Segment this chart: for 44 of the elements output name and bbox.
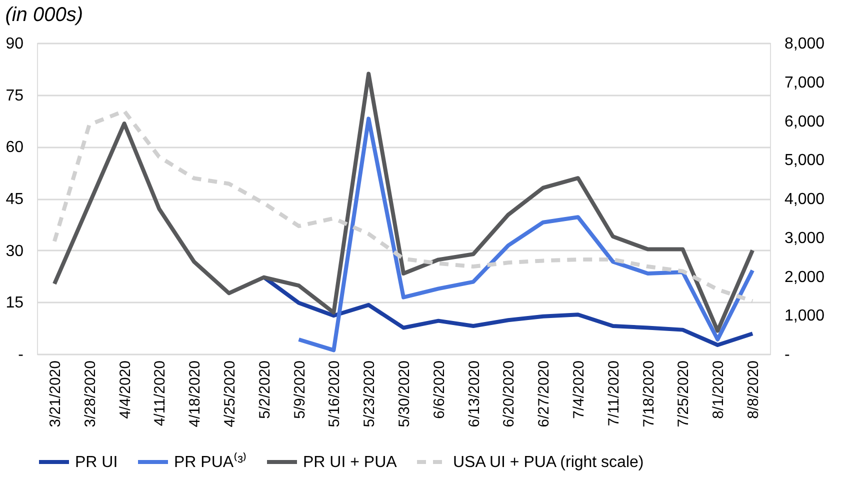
y-tick-label: 90 bbox=[6, 36, 24, 52]
y-tick-label: 45 bbox=[6, 191, 24, 208]
y2-tick-label: 4,000 bbox=[784, 191, 825, 208]
x-tick-label: 4/25/2020 bbox=[221, 360, 238, 428]
y-tick-label: 60 bbox=[6, 139, 24, 156]
y-tick-label: 75 bbox=[6, 87, 24, 104]
x-tick-label: 4/11/2020 bbox=[152, 360, 169, 426]
x-tick-label: 6/27/2020 bbox=[536, 360, 553, 428]
line-series bbox=[296, 116, 755, 352]
y2-tick-label: 1,000 bbox=[784, 308, 825, 325]
y2-tick-label: 6,000 bbox=[784, 113, 825, 130]
y2-tick-label: 5,000 bbox=[784, 152, 825, 170]
x-tick-label: 7/11/2020 bbox=[605, 360, 622, 426]
x-tick-label: 8/8/2020 bbox=[745, 360, 762, 419]
x-tick-label: 6/13/2020 bbox=[466, 360, 483, 428]
legend-label: PR UI + PUA bbox=[303, 454, 398, 471]
x-tick-label: 3/21/2020 bbox=[46, 360, 64, 428]
y-tick-label: 30 bbox=[6, 242, 24, 260]
x-tick-label: 7/4/2020 bbox=[570, 360, 588, 419]
x-tick-label: 7/18/2020 bbox=[640, 360, 658, 428]
x-tick-label: 4/18/2020 bbox=[186, 360, 204, 428]
x-tick-label: 3/28/2020 bbox=[82, 360, 99, 428]
y2-tick-label: 2,000 bbox=[784, 268, 825, 286]
x-tick-label: 7/25/2020 bbox=[675, 360, 692, 428]
line-series bbox=[52, 72, 755, 333]
y2-tick-label: 3,000 bbox=[784, 230, 825, 247]
x-tick-label: 5/2/2020 bbox=[256, 360, 274, 419]
legend-label: PR PUA⁽³⁾ bbox=[174, 452, 247, 471]
x-tick-label: 5/9/2020 bbox=[291, 360, 308, 419]
x-tick-label: 5/30/2020 bbox=[396, 360, 413, 428]
y2-tick-label: 8,000 bbox=[784, 36, 825, 52]
y-tick-label: - bbox=[18, 346, 24, 364]
y2-tick-label: 7,000 bbox=[784, 74, 825, 92]
legend-label: USA UI + PUA (right scale) bbox=[453, 454, 644, 471]
x-tick-label: 4/4/2020 bbox=[116, 360, 134, 419]
x-tick-label: 6/6/2020 bbox=[430, 360, 448, 419]
x-tick-label: 6/20/2020 bbox=[500, 360, 518, 428]
y2-tick-label: - bbox=[784, 346, 790, 364]
legend-label: PR UI bbox=[75, 454, 118, 471]
x-tick-label: 8/1/2020 bbox=[710, 360, 728, 419]
x-tick-label: 5/23/2020 bbox=[361, 360, 378, 428]
chart-title: (in 000s) bbox=[5, 4, 84, 26]
x-tick-label: 5/16/2020 bbox=[326, 360, 344, 428]
y-tick-label: 15 bbox=[6, 294, 24, 312]
